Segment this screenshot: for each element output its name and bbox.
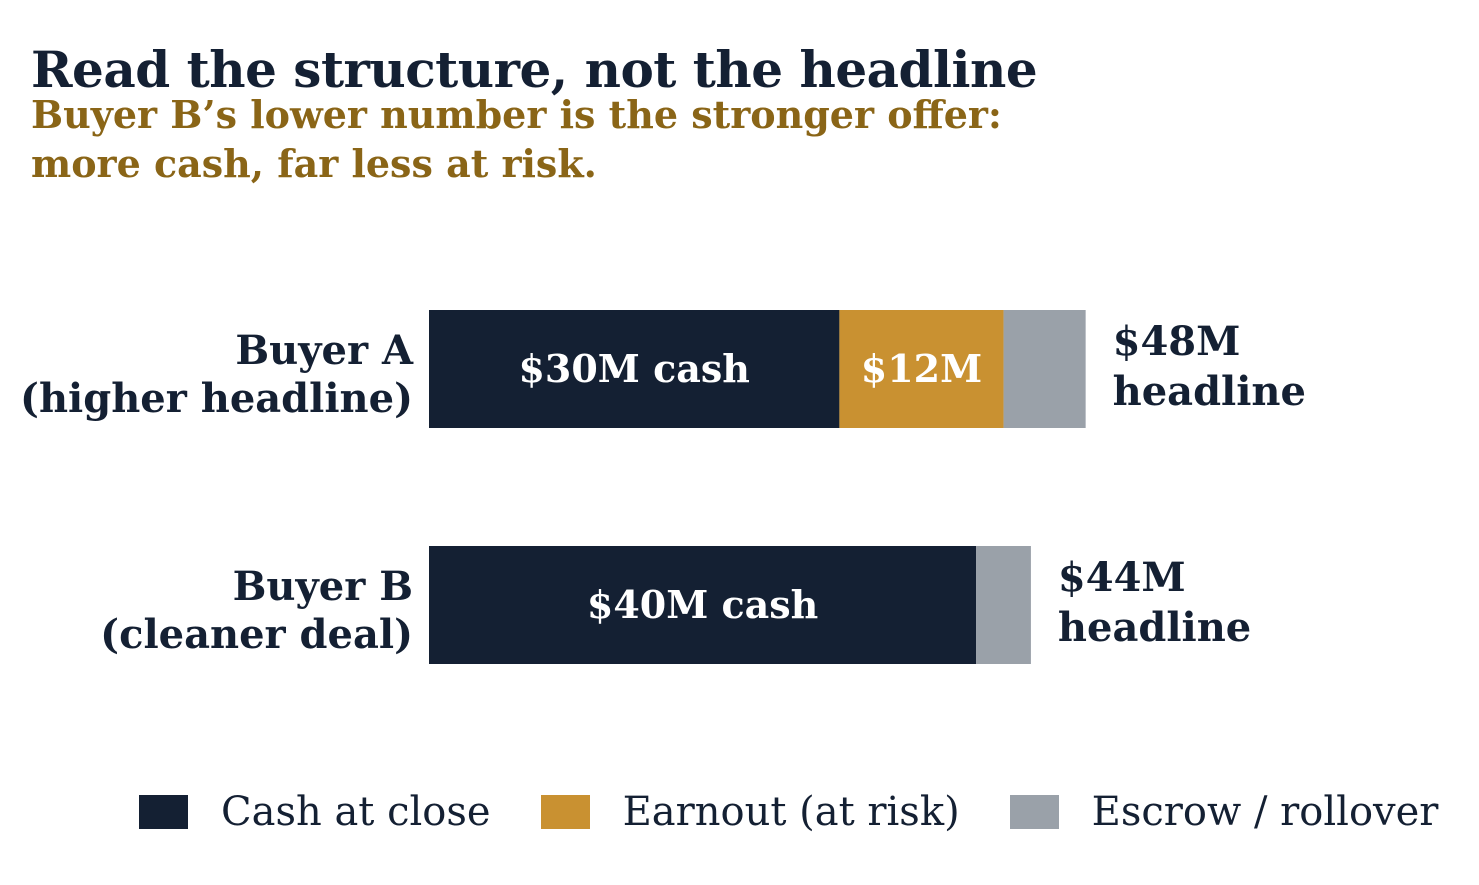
total-label-buyer-a: $48M headline: [1113, 318, 1306, 415]
legend-swatch-cash: [139, 795, 188, 829]
legend-swatch-escrow: [1009, 795, 1059, 829]
legend-label-cash: Cash at close: [221, 789, 491, 835]
total-label-buyer-b: $44M headline: [1058, 554, 1251, 651]
category-label-line: Buyer A: [235, 327, 414, 374]
chart-subtitle: Buyer B’s lower number is the stronger o…: [31, 92, 1002, 186]
data-label-cash-buyer-a: $30M cash: [518, 346, 749, 391]
total-label-line: headline: [1113, 368, 1306, 415]
data-label-earnout-buyer-a: $12M: [861, 346, 982, 391]
bar-cash-buyer-b: [429, 546, 977, 664]
legend-swatch-earnout: [540, 795, 590, 829]
data-label-cash-buyer-b: $40M cash: [587, 582, 818, 627]
bar-escrow-buyer-b: [976, 546, 1031, 664]
legend-label-earnout: Earnout (at risk): [622, 789, 960, 835]
total-label-line: headline: [1058, 604, 1251, 651]
category-label-line: (cleaner deal): [100, 611, 413, 658]
total-label-line: $44M: [1058, 554, 1186, 601]
legend-item-cash: Cash at close: [139, 786, 491, 838]
bar-earnout-buyer-a: [839, 310, 1004, 428]
chart-title: Read the structure, not the headline: [31, 40, 1038, 99]
category-label-line: Buyer B: [233, 563, 413, 610]
chart-legend: Cash at close Earnout (at risk) Escrow /…: [139, 786, 1438, 838]
total-label-line: $48M: [1113, 318, 1241, 365]
category-label-buyer-b: Buyer B (cleaner deal): [100, 563, 413, 658]
bar-cash-buyer-a: [429, 310, 840, 428]
legend-item-earnout: Earnout (at risk): [540, 786, 960, 838]
legend-label-escrow: Escrow / rollover: [1091, 789, 1439, 835]
bar-escrow-buyer-a: [1003, 310, 1086, 428]
category-label-line: (higher headline): [20, 375, 413, 422]
legend-item-escrow: Escrow / rollover: [1009, 786, 1439, 838]
category-label-buyer-a: Buyer A (higher headline): [20, 327, 414, 422]
